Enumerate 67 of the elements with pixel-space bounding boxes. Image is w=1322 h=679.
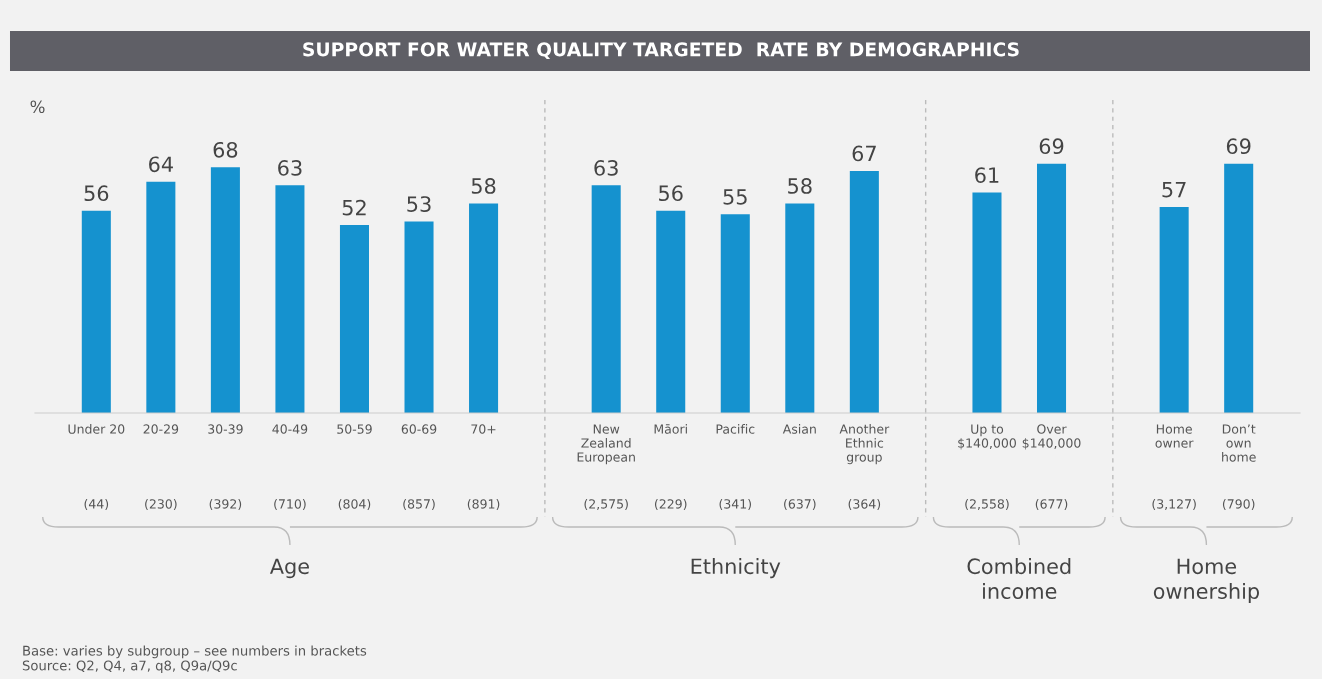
bar bbox=[469, 203, 499, 413]
text: (790) bbox=[1222, 498, 1255, 511]
data-label: 55 bbox=[723, 189, 747, 205]
text: (2,558) bbox=[965, 498, 1009, 511]
x-tick-label: Māori bbox=[654, 424, 687, 434]
data-label: 56 bbox=[659, 185, 683, 202]
bar bbox=[656, 210, 686, 413]
bar bbox=[720, 214, 750, 413]
x-tick-label: Pacific bbox=[716, 424, 755, 434]
x-axis-title: Combined income bbox=[967, 558, 1071, 600]
text: (392) bbox=[209, 498, 242, 511]
data-label: 67 bbox=[852, 145, 876, 162]
data-label: 58 bbox=[788, 178, 812, 194]
text: (229) bbox=[654, 498, 687, 511]
data-label: 61 bbox=[975, 167, 999, 183]
bar bbox=[81, 210, 111, 413]
x-tick-label: 60-69 bbox=[401, 424, 437, 434]
data-label: 64 bbox=[149, 156, 173, 173]
text: (857) bbox=[403, 498, 435, 511]
x-tick-label: Over $140,000 bbox=[1022, 424, 1081, 450]
text: (637) bbox=[784, 498, 816, 511]
data-label: 52 bbox=[342, 199, 366, 216]
text: (804) bbox=[338, 498, 371, 511]
text: (341) bbox=[719, 498, 751, 511]
text: (677) bbox=[1035, 498, 1068, 511]
x-tick-label: 40-49 bbox=[272, 424, 308, 434]
x-tick-label: Asian bbox=[782, 424, 816, 434]
text: SUPPORT FOR WATER QUALITY TARGETED RATE BY DEMOGRAPHICS bbox=[303, 42, 1019, 59]
x-tick-label: Up to $140,000 bbox=[958, 424, 1016, 450]
data-label: 53 bbox=[407, 196, 431, 212]
data-label: 63 bbox=[278, 160, 302, 176]
bar bbox=[785, 203, 815, 413]
x-axis-title: Age bbox=[269, 558, 309, 579]
bar bbox=[339, 225, 369, 413]
data-label: 57 bbox=[1162, 181, 1186, 198]
x-tick-label: Don’t own home bbox=[1222, 424, 1256, 462]
text: (891) bbox=[467, 498, 500, 511]
x-tick-label: 20-29 bbox=[143, 424, 179, 434]
data-label: 69 bbox=[1039, 138, 1064, 155]
bar bbox=[275, 185, 305, 413]
x-tick-label: 70+ bbox=[471, 424, 496, 434]
data-label: 68 bbox=[213, 141, 238, 158]
data-label: 63 bbox=[594, 160, 618, 176]
x-tick-label: 50-59 bbox=[337, 424, 372, 434]
data-label: 69 bbox=[1226, 138, 1251, 155]
text: Base: varies by subgroup – see numbers in brackets Source: Q2, Q4, a7, q8, Q9a/Q9c bbox=[22, 645, 367, 673]
x-tick-label: Under 20 bbox=[68, 424, 125, 434]
x-tick-label: 30-39 bbox=[208, 424, 243, 434]
data-label: 56 bbox=[84, 185, 109, 202]
bar bbox=[146, 181, 176, 413]
text: (44) bbox=[84, 498, 109, 511]
text: (230) bbox=[145, 498, 177, 511]
bar bbox=[404, 221, 434, 413]
bar bbox=[849, 170, 879, 413]
text: (3,127) bbox=[1152, 498, 1196, 511]
y-axis-title: % bbox=[30, 100, 45, 114]
x-tick-label: New Zealand European bbox=[577, 424, 635, 465]
text: (364) bbox=[848, 498, 881, 511]
x-axis-title: Ethnicity bbox=[691, 558, 781, 579]
bar bbox=[591, 185, 621, 413]
text: (710) bbox=[274, 498, 306, 511]
bar bbox=[210, 167, 240, 413]
x-tick-label: Another Ethnic group bbox=[839, 424, 890, 465]
data-label: 58 bbox=[471, 178, 496, 194]
text: (2,575) bbox=[584, 498, 628, 511]
x-tick-label: Home owner bbox=[1155, 424, 1194, 448]
x-axis-title: Home ownership bbox=[1153, 558, 1259, 604]
